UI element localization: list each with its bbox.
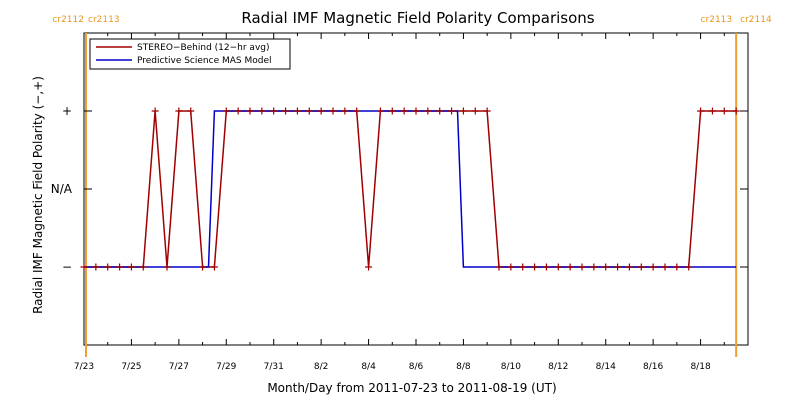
- x-tick-label: 8/10: [501, 362, 521, 372]
- x-axis-label: Month/Day from 2011-07-23 to 2011-08-19 …: [267, 381, 556, 395]
- data-point-marker: [614, 263, 622, 271]
- cr-label-left: cr2112: [52, 15, 84, 25]
- data-point-marker: [163, 263, 171, 271]
- data-point-marker: [400, 107, 408, 115]
- data-point-marker: [365, 263, 373, 271]
- data-point-marker: [685, 263, 693, 271]
- x-tick-label: 7/31: [264, 362, 284, 372]
- data-point-marker: [305, 107, 313, 115]
- x-axis-ticks: 7/23 7/25 7/27 7/29 7/31 8/2 8/4 8/6 8/8 8/10 8/12…: [74, 33, 725, 372]
- cr-label-right: cr2114: [740, 15, 772, 25]
- data-point-marker: [175, 107, 183, 115]
- series-line-1: [84, 110, 737, 268]
- data-point-marker: [578, 263, 586, 271]
- x-tick-label: 8/6: [409, 362, 424, 372]
- data-point-marker: [424, 107, 432, 115]
- data-point-marker: [637, 263, 645, 271]
- data-point-marker: [649, 263, 657, 271]
- data-point-marker: [732, 107, 740, 115]
- data-point-marker: [412, 107, 420, 115]
- data-point-marker: [282, 107, 290, 115]
- series-line-0: [84, 110, 737, 268]
- data-point-marker: [519, 263, 527, 271]
- data-point-marker: [329, 107, 337, 115]
- data-point-marker: [590, 263, 598, 271]
- legend-label-stereo: STEREO−Behind (12−hr avg): [137, 43, 270, 53]
- data-point-marker: [341, 107, 349, 115]
- x-tick-label: 7/27: [169, 362, 189, 372]
- data-point-marker: [127, 263, 135, 271]
- data-point-marker: [673, 263, 681, 271]
- data-point-marker: [234, 107, 242, 115]
- data-point-marker: [495, 263, 503, 271]
- cr-label-left: cr2113: [701, 15, 733, 25]
- x-tick-label: 8/2: [314, 362, 328, 372]
- data-point-marker: [471, 107, 479, 115]
- x-tick-label: 7/29: [216, 362, 236, 372]
- x-tick-label: 7/25: [121, 362, 141, 372]
- cr-label-right: cr2113: [88, 15, 120, 25]
- data-point-marker: [661, 263, 669, 271]
- legend-box: [89, 38, 291, 70]
- data-point-marker: [80, 263, 88, 271]
- carrington-rotation-lines: [85, 33, 738, 357]
- data-point-marker: [270, 107, 278, 115]
- data-point-marker: [554, 263, 562, 271]
- data-point-marker: [507, 263, 515, 271]
- legend-label-mas-model: Predictive Science MAS Model: [137, 56, 272, 66]
- data-point-marker: [92, 263, 100, 271]
- data-point-marker: [531, 263, 539, 271]
- data-point-marker: [199, 263, 207, 271]
- y-tick-label: −: [62, 260, 72, 274]
- data-point-marker: [116, 263, 124, 271]
- data-point-marker: [566, 263, 574, 271]
- y-axis-ticks: + N/A −: [51, 104, 748, 274]
- y-tick-label: +: [62, 104, 72, 118]
- data-point-marker: [353, 107, 361, 115]
- x-tick-label: 8/8: [456, 362, 471, 372]
- data-point-marker: [459, 107, 467, 115]
- data-point-marker: [720, 107, 728, 115]
- plot-frame: [83, 32, 749, 346]
- data-point-marker: [222, 107, 230, 115]
- data-point-marker: [104, 263, 112, 271]
- data-point-marker: [602, 263, 610, 271]
- data-point-marker: [376, 107, 384, 115]
- series-lines: [84, 110, 737, 268]
- y-axis-label: Radial IMF Magnetic Field Polarity (−,+): [31, 76, 45, 314]
- series-markers: [80, 107, 740, 271]
- x-tick-label: 8/4: [361, 362, 376, 372]
- data-point-marker: [317, 107, 325, 115]
- x-tick-label: 8/18: [690, 362, 710, 372]
- data-point-marker: [187, 107, 195, 115]
- carrington-rotation-labels: cr2112 cr2113 cr2113 cr2114: [52, 15, 772, 25]
- data-point-marker: [293, 107, 301, 115]
- data-point-marker: [151, 107, 159, 115]
- x-tick-label: 8/16: [643, 362, 663, 372]
- data-point-marker: [542, 263, 550, 271]
- data-point-marker: [448, 107, 456, 115]
- x-tick-label: 8/14: [596, 362, 616, 372]
- chart-title: Radial IMF Magnetic Field Polarity Compa…: [241, 9, 594, 27]
- data-point-marker: [210, 263, 218, 271]
- data-point-marker: [436, 107, 444, 115]
- legend: STEREO−Behind (12−hr avg) Predictive Sci…: [89, 38, 291, 70]
- data-point-marker: [483, 107, 491, 115]
- data-point-marker: [258, 107, 266, 115]
- data-point-marker: [697, 107, 705, 115]
- x-tick-label: 8/12: [548, 362, 568, 372]
- data-point-marker: [246, 107, 254, 115]
- data-point-marker: [139, 263, 147, 271]
- x-tick-label: 7/23: [74, 362, 94, 372]
- data-point-marker: [388, 107, 396, 115]
- y-tick-label: N/A: [51, 182, 73, 196]
- data-point-marker: [708, 107, 716, 115]
- data-point-marker: [625, 263, 633, 271]
